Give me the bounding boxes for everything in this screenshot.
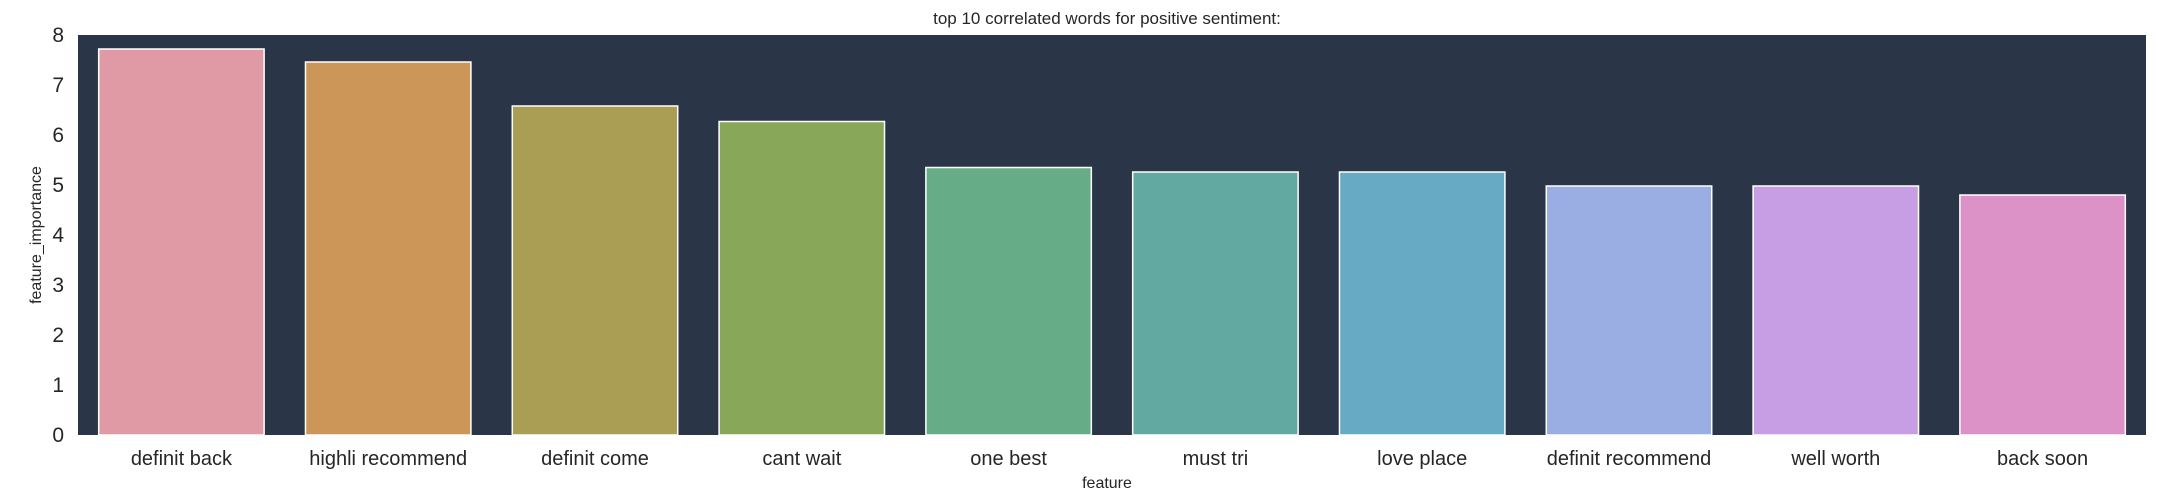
y-tick-labels: 0 1 2 3 4 5 6 7 8 — [52, 24, 64, 447]
x-tick-labels: definit back highli recommend definit come… — [131, 448, 2088, 470]
x-tick-label: must tri — [1183, 448, 1249, 470]
x-tick-label: definit come — [541, 448, 649, 470]
y-tick-label: 1 — [52, 374, 64, 397]
bar-must-tri — [1131, 171, 1299, 436]
x-tick-label: love place — [1377, 448, 1467, 470]
bar-well-worth — [1752, 185, 1920, 436]
y-tick-label: 3 — [52, 274, 64, 297]
y-tick-label: 4 — [52, 224, 64, 247]
x-tick-label: well worth — [1790, 448, 1880, 470]
x-tick-label: one best — [970, 448, 1047, 470]
bar-back-soon — [1959, 194, 2127, 436]
y-tick-label: 0 — [52, 424, 64, 447]
y-axis-label: feature_importance — [28, 166, 45, 304]
x-tick-label: highli recommend — [309, 448, 467, 470]
bar-definit-come — [511, 105, 679, 436]
y-tick-label: 6 — [52, 124, 64, 147]
x-axis-label: feature — [1082, 475, 1132, 492]
bar-definit-back — [97, 48, 265, 436]
x-tick-label: cant wait — [762, 448, 841, 470]
bar-highli-recommend — [304, 61, 472, 436]
y-tick-label: 7 — [52, 74, 64, 97]
y-tick-label: 5 — [52, 174, 64, 197]
y-tick-label: 8 — [52, 24, 64, 47]
y-tick-label: 2 — [52, 324, 64, 347]
bar-one-best — [925, 166, 1093, 436]
x-tick-label: definit back — [131, 448, 233, 470]
bar-cant-wait — [718, 120, 886, 436]
x-tick-label: definit recommend — [1547, 448, 1712, 470]
bar-love-place — [1338, 171, 1506, 436]
bars-group — [97, 48, 2127, 436]
x-tick-label: back soon — [1997, 448, 2088, 470]
bar-definit-recommend — [1545, 185, 1713, 436]
chart-title: top 10 correlated words for positive sen… — [933, 9, 1281, 28]
